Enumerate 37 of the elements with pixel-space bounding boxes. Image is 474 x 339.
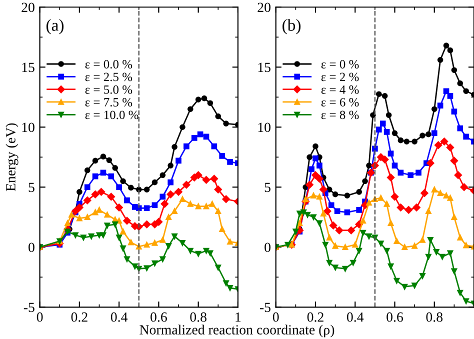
- legend-label: ε = 0.0 %: [85, 60, 132, 69]
- legend-label: ε = 4 %: [321, 85, 359, 94]
- legend-label: ε = 10.0 %: [85, 110, 138, 120]
- x-tick-label: 0: [272, 312, 279, 322]
- y-tick-label: 5: [264, 182, 270, 192]
- x-tick-label: 0.4: [346, 312, 364, 322]
- legend-label: ε = 0 %: [321, 60, 359, 69]
- x-tick-label: 0.6: [150, 312, 167, 322]
- y-tick-label: 10: [22, 122, 34, 132]
- y-tick-label: -5: [24, 302, 34, 312]
- x-tick-label: 0.4: [110, 312, 128, 322]
- y-tick-label: 20: [22, 2, 34, 12]
- x-axis-title: Normalized reaction coordinate (ρ): [140, 324, 334, 338]
- legend-label: ε = 5.0 %: [85, 85, 132, 94]
- legend-label: ε = 2 %: [321, 72, 359, 82]
- y-tick-label: 15: [258, 62, 270, 72]
- y-tick-label: 0: [28, 242, 34, 252]
- legend-label: ε = 2.5 %: [85, 72, 132, 82]
- y-tick-label: 20: [258, 2, 270, 12]
- y-tick-label: 5: [28, 182, 34, 192]
- y-tick-label: 10: [258, 122, 270, 132]
- x-tick-label: 0.2: [307, 312, 324, 322]
- y-tick-label: 15: [22, 62, 34, 72]
- legend-label: ε = 6 %: [321, 98, 359, 107]
- x-tick-label: 1: [236, 312, 241, 322]
- x-tick-label: 0.8: [190, 312, 206, 322]
- annotation: (a): [46, 19, 64, 34]
- legend-label: ε = 7.5 %: [85, 98, 132, 107]
- x-tick-label: 0: [36, 312, 43, 322]
- legend-label: ε = 8 %: [321, 110, 359, 120]
- y-axis-title: Energy (eV): [6, 123, 18, 192]
- y-tick-label: -5: [260, 302, 270, 312]
- y-tick-label: 0: [264, 242, 270, 252]
- annotation: (b): [282, 19, 301, 34]
- x-tick-label: 0.2: [71, 312, 88, 322]
- x-tick-label: 0.6: [386, 312, 404, 322]
- x-tick-label: 0.8: [426, 312, 443, 322]
